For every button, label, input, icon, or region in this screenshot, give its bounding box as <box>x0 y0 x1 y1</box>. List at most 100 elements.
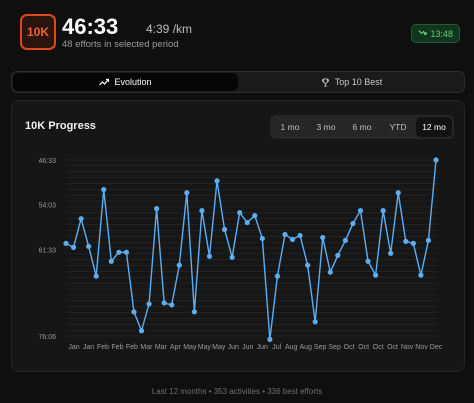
data-point <box>78 216 84 222</box>
x-tick-label: Nov <box>401 344 414 351</box>
x-tick-label: Oct <box>358 344 369 351</box>
series-line <box>65 159 437 341</box>
data-point <box>169 302 175 308</box>
data-point <box>116 249 122 255</box>
data-point <box>191 309 197 315</box>
x-tick-label: Oct <box>373 344 384 351</box>
data-point <box>101 186 107 193</box>
data-point <box>244 219 250 226</box>
x-tick-label: Aug <box>285 344 298 351</box>
data-point <box>63 240 69 246</box>
x-tick-label: Dec <box>430 344 443 351</box>
data-point <box>305 262 311 268</box>
data-point <box>403 238 409 244</box>
x-tick-label: Feb <box>126 344 138 351</box>
data-point <box>433 157 439 163</box>
x-tick-label: Jun <box>228 344 239 351</box>
y-tick-label: 46:33 <box>38 158 56 165</box>
view-tabs: Evolution Top 10 Best <box>11 71 465 93</box>
x-tick-label: Jan <box>68 344 79 351</box>
x-tick-label: May <box>212 344 226 351</box>
x-tick-label: Feb <box>97 344 109 351</box>
data-point <box>274 273 281 279</box>
data-point <box>221 226 228 233</box>
data-point <box>229 254 235 260</box>
data-point <box>123 249 130 255</box>
data-point <box>146 301 152 307</box>
trend-value: 13:48 <box>430 28 453 39</box>
y-tick-label: 54:03 <box>38 203 56 210</box>
data-point <box>410 240 416 246</box>
tab-top-10-best[interactable]: Top 10 Best <box>239 72 464 92</box>
data-point <box>365 258 371 264</box>
x-tick-label: May <box>198 344 212 351</box>
trend-down-icon <box>418 28 428 39</box>
data-point <box>154 206 160 212</box>
data-point <box>297 232 303 239</box>
tab-top-10-label: Top 10 Best <box>334 77 383 87</box>
data-point <box>252 212 258 219</box>
x-tick-label: Apr <box>170 344 182 351</box>
tab-evolution[interactable]: Evolution <box>13 73 238 91</box>
x-tick-label: Jun <box>257 344 268 351</box>
data-point <box>267 336 273 342</box>
summary-footer: Last 12 months • 353 activities • 336 be… <box>151 387 323 396</box>
range-ytd[interactable]: YTD <box>389 122 407 132</box>
range-3mo[interactable]: 3 mo <box>316 122 336 132</box>
pace-value: 4:39 /km <box>146 22 193 36</box>
data-point <box>320 234 326 241</box>
data-point <box>214 178 220 184</box>
chart-title: 10K Progress <box>25 120 96 132</box>
x-tick-label: Mar <box>140 344 153 351</box>
data-point <box>425 237 432 244</box>
x-tick-label: Jan <box>83 344 94 351</box>
range-selector: 1 mo 3 mo 6 mo YTD 12 mo <box>270 115 454 139</box>
y-tick-label: 76:06 <box>38 334 56 341</box>
x-tick-label: Jul <box>272 344 281 351</box>
range-6mo[interactable]: 6 mo <box>352 122 372 132</box>
data-point <box>70 244 77 250</box>
range-12mo[interactable]: 12 mo <box>416 117 452 137</box>
x-tick-label: Jun <box>242 344 253 351</box>
data-point <box>335 252 341 258</box>
data-point <box>380 208 386 214</box>
data-point <box>350 220 356 227</box>
data-point <box>93 273 99 279</box>
data-point <box>357 208 364 214</box>
range-1mo[interactable]: 1 mo <box>280 122 300 132</box>
x-tick-label: Sep <box>314 344 327 351</box>
best-time: 46:33 <box>62 14 119 39</box>
data-point <box>237 210 243 216</box>
x-tick-label: Mar <box>155 344 168 351</box>
data-point <box>108 258 114 264</box>
data-point <box>259 235 265 242</box>
x-tick-label: May <box>183 344 197 351</box>
data-point <box>289 236 296 243</box>
data-point <box>206 253 213 259</box>
data-point <box>184 190 190 196</box>
x-tick-label: Feb <box>111 344 123 351</box>
data-point <box>327 269 333 275</box>
y-tick-label: 61:33 <box>38 247 56 254</box>
x-tick-label: Nov <box>415 344 428 351</box>
x-tick-label: Oct <box>344 344 355 351</box>
data-point <box>161 300 167 306</box>
data-point <box>138 328 145 334</box>
data-point <box>418 272 424 278</box>
x-tick-label: Sep <box>328 344 341 351</box>
data-point <box>86 243 92 249</box>
trend-icon <box>99 78 110 86</box>
tab-evolution-label: Evolution <box>114 77 152 87</box>
data-point <box>395 190 401 196</box>
x-tick-label: Aug <box>299 344 312 351</box>
data-point <box>199 208 205 214</box>
data-point <box>372 272 379 278</box>
efforts-count: 48 efforts in selected period <box>62 39 179 50</box>
data-point <box>282 231 288 238</box>
data-point <box>342 237 348 244</box>
distance-badge: 10K <box>20 14 56 50</box>
data-point <box>312 319 318 325</box>
data-point <box>131 309 137 315</box>
trophy-icon <box>321 77 330 87</box>
